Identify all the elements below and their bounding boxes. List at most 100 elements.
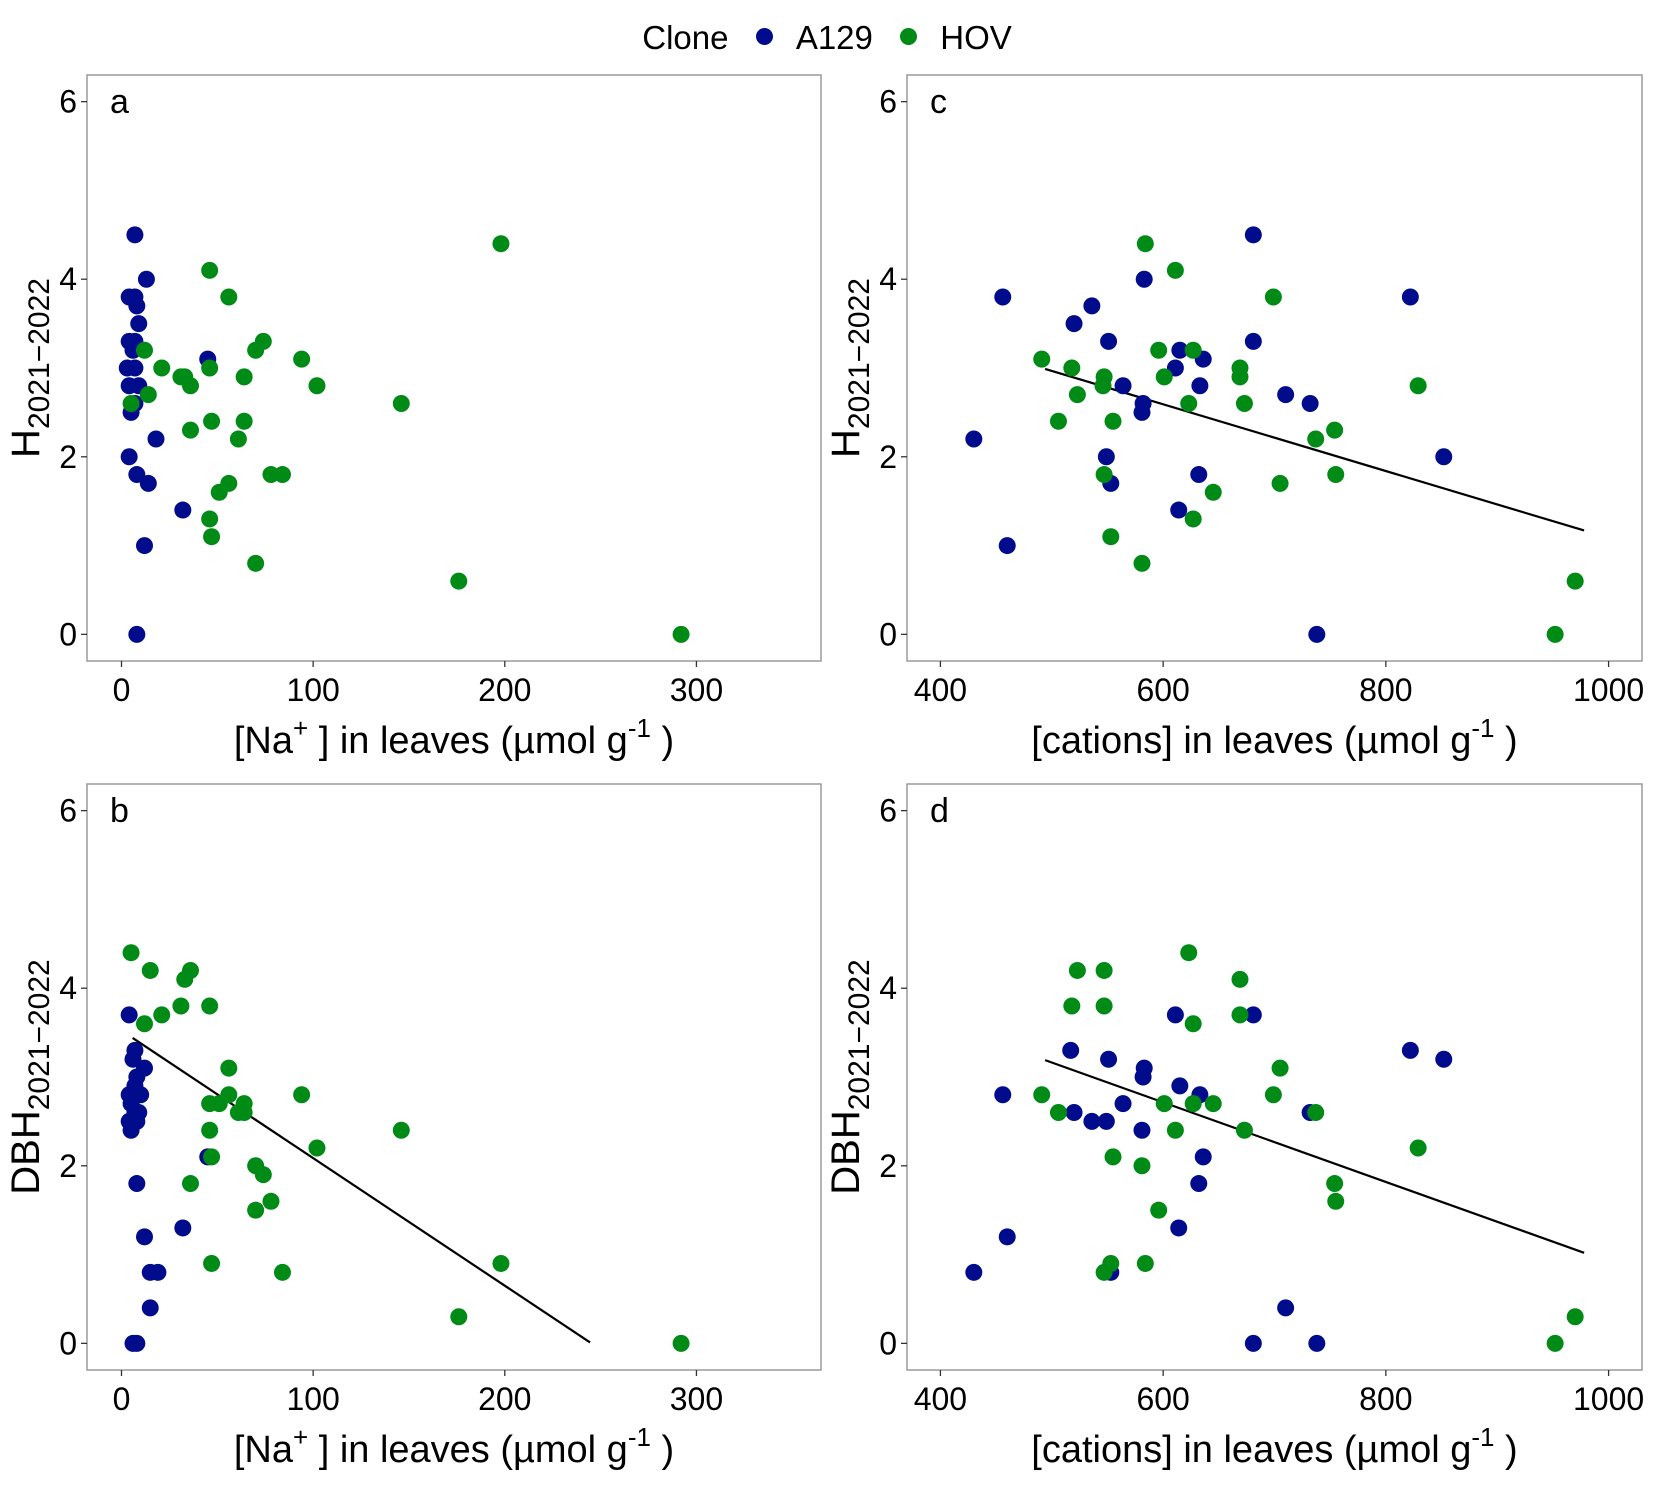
data-point-a129 xyxy=(1097,448,1115,466)
data-point-hov xyxy=(203,1254,221,1272)
x-axis-label: [cations] in leaves (µmol g-1 ) xyxy=(1031,713,1517,762)
y-tick-label: 6 xyxy=(879,793,897,829)
data-point-a129 xyxy=(1190,1175,1208,1193)
x-tick-label: 400 xyxy=(914,1381,967,1417)
data-point-hov xyxy=(1133,1157,1151,1175)
x-label-text: ] in leaves (µmol g xyxy=(308,720,628,762)
data-point-hov xyxy=(201,1121,219,1139)
data-point-a129 xyxy=(128,466,146,484)
data-point-hov xyxy=(1326,1175,1344,1193)
data-point-hov xyxy=(273,1263,291,1281)
data-point-hov xyxy=(293,350,311,368)
y-label-text: H xyxy=(4,429,48,458)
series-hov xyxy=(1033,944,1584,1352)
data-point-hov xyxy=(1095,961,1113,979)
data-point-a129 xyxy=(1301,395,1319,413)
data-point-hov xyxy=(1327,1192,1345,1210)
x-label-superscript: -1 xyxy=(1471,713,1494,743)
data-point-a129 xyxy=(998,1228,1016,1246)
series-a129 xyxy=(965,226,1453,643)
data-point-hov xyxy=(308,1139,326,1157)
y-axis-label: DBH2021−2022 xyxy=(4,959,56,1194)
data-point-hov xyxy=(235,412,253,430)
data-point-hov xyxy=(672,625,690,643)
x-tick-label: 200 xyxy=(478,672,531,708)
data-point-hov xyxy=(1264,1086,1282,1104)
data-point-a129 xyxy=(1277,386,1295,404)
data-point-a129 xyxy=(1401,1041,1419,1059)
data-point-a129 xyxy=(1308,625,1326,643)
data-point-hov xyxy=(308,377,326,395)
y-label-subscript: 2021−2022 xyxy=(23,959,56,1110)
data-point-a129 xyxy=(1065,315,1083,333)
x-axis-label: [Na+ ] in leaves (µmol g-1 ) xyxy=(234,713,674,762)
series-a129 xyxy=(120,1006,217,1352)
plot-frame xyxy=(86,74,822,662)
data-point-a129 xyxy=(174,501,192,519)
series-a129 xyxy=(965,1006,1453,1352)
x-label-text: [cations] in leaves (µmol g xyxy=(1031,720,1471,762)
data-point-hov xyxy=(1136,235,1154,253)
data-point-hov xyxy=(492,235,510,253)
data-point-hov xyxy=(247,341,265,359)
y-tick-label: 4 xyxy=(59,261,77,297)
data-point-a129 xyxy=(1134,1068,1152,1086)
data-point-a129 xyxy=(122,1121,140,1139)
data-point-hov xyxy=(176,970,194,988)
data-point-hov xyxy=(392,395,410,413)
regression-line xyxy=(132,1037,591,1344)
y-axis-label: DBH2021−2022 xyxy=(824,959,876,1194)
data-point-hov xyxy=(450,572,468,590)
plot-frame xyxy=(906,783,1643,1371)
series-hov xyxy=(122,235,690,643)
y-tick-label: 4 xyxy=(879,261,897,297)
data-point-a129 xyxy=(1194,1148,1212,1166)
data-point-hov xyxy=(141,961,159,979)
x-label-superscript: -1 xyxy=(628,713,651,743)
x-tick-label: 0 xyxy=(113,672,131,708)
data-point-a129 xyxy=(1135,270,1153,288)
data-point-hov xyxy=(1133,554,1151,572)
data-point-hov xyxy=(1068,961,1086,979)
data-point-hov xyxy=(1094,377,1112,395)
data-point-hov xyxy=(1231,970,1249,988)
data-point-a129 xyxy=(128,297,146,315)
y-label-subscript: 2021−2022 xyxy=(23,278,56,429)
data-point-hov xyxy=(1204,483,1222,501)
data-point-a129 xyxy=(1133,403,1151,421)
data-point-a129 xyxy=(998,537,1016,555)
data-point-hov xyxy=(1049,1104,1067,1122)
data-point-hov xyxy=(262,1192,280,1210)
data-point-hov xyxy=(1409,377,1427,395)
x-label-text: ) xyxy=(651,1429,674,1471)
x-label-superscript: + xyxy=(293,713,308,743)
data-point-a129 xyxy=(139,474,157,492)
data-point-hov xyxy=(1271,1059,1289,1077)
legend-marker-hov xyxy=(900,27,918,45)
data-point-a129 xyxy=(128,1175,146,1193)
data-point-a129 xyxy=(1114,1095,1132,1113)
regression-line xyxy=(1044,367,1585,532)
data-point-hov xyxy=(1180,944,1198,962)
data-point-hov xyxy=(1184,1095,1202,1113)
y-label-subscript: 2021−2022 xyxy=(843,278,876,429)
data-point-a129 xyxy=(124,1334,142,1352)
x-tick-label: 600 xyxy=(1136,672,1189,708)
x-label-text: [cations] in leaves (µmol g xyxy=(1031,1429,1471,1471)
x-tick-label: 300 xyxy=(670,672,723,708)
data-point-hov xyxy=(210,483,228,501)
y-tick-label: 0 xyxy=(879,1325,897,1361)
y-tick-label: 6 xyxy=(879,84,897,120)
data-point-a129 xyxy=(141,1299,159,1317)
x-tick-label: 800 xyxy=(1359,672,1412,708)
x-label-text: ) xyxy=(1495,720,1518,762)
data-point-hov xyxy=(1235,395,1253,413)
y-tick-label: 0 xyxy=(879,616,897,652)
data-point-hov xyxy=(229,430,247,448)
x-label-text: ) xyxy=(651,720,674,762)
data-point-hov xyxy=(172,997,190,1015)
x-label-superscript: + xyxy=(293,1422,308,1452)
data-point-hov xyxy=(201,510,219,528)
data-point-a129 xyxy=(1190,466,1208,484)
data-point-a129 xyxy=(994,1086,1012,1104)
